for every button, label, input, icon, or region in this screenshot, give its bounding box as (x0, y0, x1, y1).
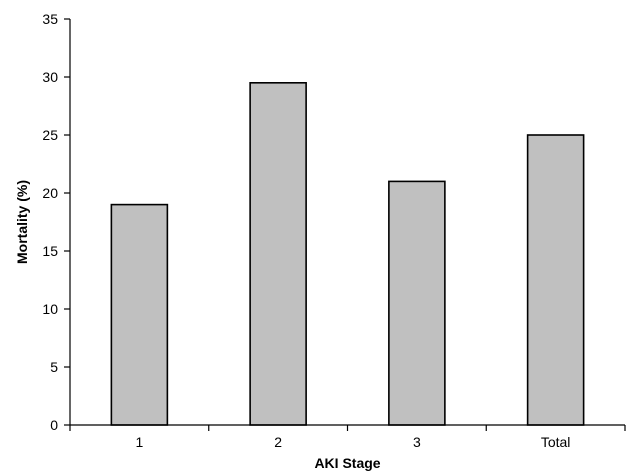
bar-total (526, 134, 585, 426)
bar-3 (388, 180, 446, 426)
y-tick-label: 25 (42, 127, 58, 143)
x-tick-label: 2 (274, 434, 282, 450)
x-tick-label: Total (541, 434, 571, 450)
bar-2 (249, 82, 307, 426)
x-tick-label: 3 (413, 434, 421, 450)
x-axis-ticks: 1 2 3 Total (69, 425, 626, 450)
x-axis-title: AKI Stage (314, 455, 380, 471)
bar-1 (110, 203, 169, 426)
y-tick-label: 10 (42, 301, 58, 317)
y-axis-ticks: 0 5 10 15 20 25 30 35 (42, 11, 70, 433)
x-tick-label: 1 (135, 434, 143, 450)
y-tick-label: 15 (42, 243, 58, 259)
y-tick-label: 5 (50, 359, 58, 375)
y-tick-label: 30 (42, 69, 58, 85)
bars (110, 82, 585, 426)
y-tick-label: 20 (42, 185, 58, 201)
y-tick-label: 0 (50, 417, 58, 433)
y-axis-title: Mortality (%) (14, 180, 30, 264)
y-tick-label: 35 (42, 11, 58, 27)
